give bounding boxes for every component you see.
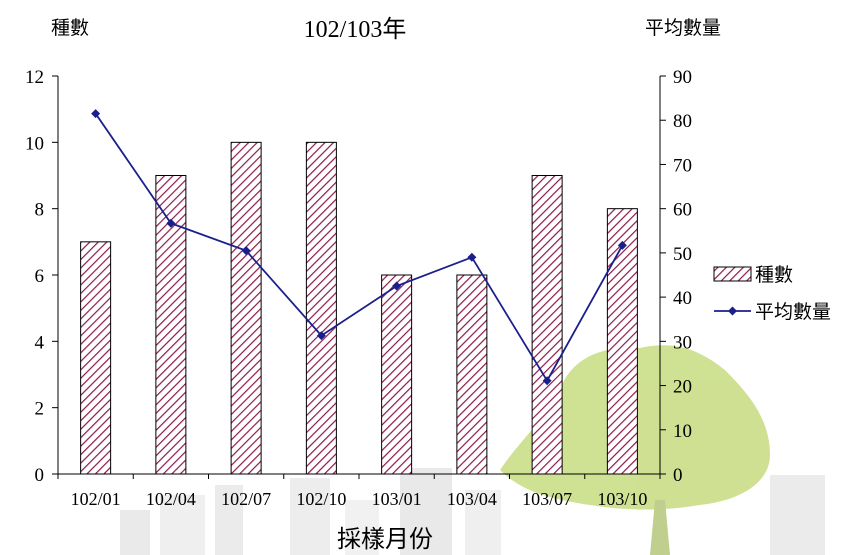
right-tick-label: 0 xyxy=(673,465,683,486)
right-tick-label: 50 xyxy=(673,244,692,265)
x-tick-label: 103/01 xyxy=(372,489,422,509)
x-tick-label: 102/04 xyxy=(146,489,196,509)
legend-marker xyxy=(728,306,737,316)
left-tick-label: 0 xyxy=(35,465,45,486)
left-tick-label: 8 xyxy=(35,200,45,221)
right-tick-label: 70 xyxy=(673,155,692,176)
line-point xyxy=(617,240,627,250)
line-point xyxy=(467,252,477,262)
bar-species xyxy=(381,274,413,475)
right-tick-label: 10 xyxy=(673,421,692,442)
bar-species xyxy=(456,274,488,475)
line-point xyxy=(542,376,552,386)
left-tick-label: 4 xyxy=(35,332,45,353)
right-tick-label: 90 xyxy=(673,67,692,88)
left-axis-label: 種數 xyxy=(51,17,89,39)
x-tick-label: 103/04 xyxy=(447,489,497,509)
right-tick-label: 80 xyxy=(673,111,692,132)
right-tick-label: 40 xyxy=(673,288,692,309)
x-tick-label: 103/07 xyxy=(522,489,572,509)
line-point xyxy=(316,331,326,341)
line-point xyxy=(241,246,251,256)
legend: 種數 平均數量 xyxy=(713,264,831,323)
x-tick-label: 103/10 xyxy=(597,489,647,509)
x-tick-label: 102/07 xyxy=(221,489,271,509)
bar-species xyxy=(80,241,112,475)
chart-title: 102/103年 xyxy=(304,16,407,43)
bar-species xyxy=(230,141,262,475)
bar-species xyxy=(606,208,638,475)
right-tick-label: 20 xyxy=(673,377,692,398)
x-tick-label: 102/10 xyxy=(296,489,346,509)
bar-species xyxy=(531,175,563,475)
right-tick-label: 60 xyxy=(673,200,692,221)
legend-swatch-bar xyxy=(713,266,752,282)
line-point xyxy=(91,109,101,119)
x-tick-label: 102/01 xyxy=(71,489,121,509)
legend-label-species: 種數 xyxy=(755,264,793,286)
bar-species xyxy=(305,141,337,475)
line-point xyxy=(392,281,402,291)
line-average-count xyxy=(94,113,624,383)
line-point xyxy=(166,218,176,228)
legend-label-average: 平均數量 xyxy=(755,301,831,323)
left-tick-label: 10 xyxy=(25,133,44,154)
left-tick-label: 6 xyxy=(35,266,45,287)
right-axis-label: 平均數量 xyxy=(645,17,721,39)
x-axis-label: 採樣月份 xyxy=(337,526,433,553)
left-tick-label: 2 xyxy=(35,399,45,420)
right-tick-label: 30 xyxy=(673,332,692,353)
left-tick-label: 12 xyxy=(25,67,44,88)
